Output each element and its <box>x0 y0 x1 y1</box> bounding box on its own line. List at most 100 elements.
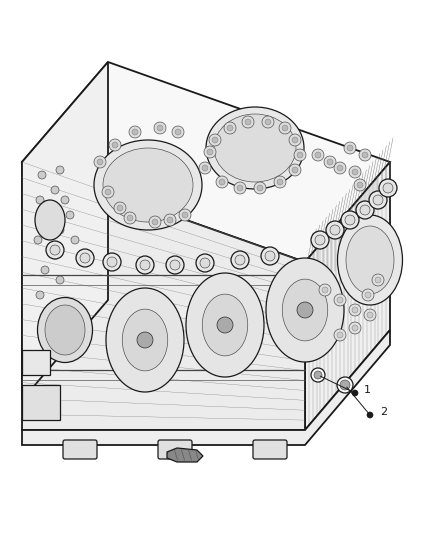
Circle shape <box>231 251 249 269</box>
Circle shape <box>66 211 74 219</box>
Circle shape <box>71 236 79 244</box>
Circle shape <box>315 235 325 245</box>
Circle shape <box>51 251 59 259</box>
Circle shape <box>357 182 363 188</box>
Circle shape <box>157 125 163 131</box>
Circle shape <box>242 116 254 128</box>
Circle shape <box>257 185 263 191</box>
Circle shape <box>362 152 368 158</box>
Circle shape <box>140 260 150 270</box>
Circle shape <box>282 125 288 131</box>
Circle shape <box>375 277 381 283</box>
Circle shape <box>344 142 356 154</box>
Circle shape <box>172 126 184 138</box>
Ellipse shape <box>346 226 394 294</box>
Circle shape <box>367 412 373 418</box>
Circle shape <box>107 257 117 267</box>
Circle shape <box>337 332 343 338</box>
Circle shape <box>103 253 121 271</box>
Circle shape <box>337 377 353 393</box>
Circle shape <box>289 164 301 176</box>
Circle shape <box>175 129 181 135</box>
Circle shape <box>34 236 42 244</box>
Circle shape <box>322 287 328 293</box>
Circle shape <box>337 297 343 303</box>
Circle shape <box>319 284 331 296</box>
Circle shape <box>367 312 373 318</box>
Circle shape <box>61 196 69 204</box>
Ellipse shape <box>282 279 328 341</box>
Circle shape <box>109 139 121 151</box>
Circle shape <box>102 186 114 198</box>
Circle shape <box>326 221 344 239</box>
Circle shape <box>311 231 329 249</box>
Circle shape <box>202 165 208 171</box>
Circle shape <box>312 149 324 161</box>
Circle shape <box>207 149 213 155</box>
Circle shape <box>262 116 274 128</box>
Circle shape <box>265 251 275 261</box>
Ellipse shape <box>103 148 193 222</box>
Polygon shape <box>22 350 50 375</box>
Polygon shape <box>22 330 390 445</box>
Circle shape <box>261 247 279 265</box>
Circle shape <box>41 266 49 274</box>
Circle shape <box>209 134 221 146</box>
Circle shape <box>50 245 60 255</box>
Circle shape <box>314 371 322 379</box>
Polygon shape <box>22 385 60 420</box>
Circle shape <box>360 205 370 215</box>
Circle shape <box>383 183 393 193</box>
Circle shape <box>347 145 353 151</box>
Circle shape <box>349 304 361 316</box>
Circle shape <box>38 171 46 179</box>
Circle shape <box>41 214 49 222</box>
Circle shape <box>36 291 44 299</box>
Circle shape <box>219 179 225 185</box>
Circle shape <box>379 179 397 197</box>
Circle shape <box>235 255 245 265</box>
Circle shape <box>352 390 358 396</box>
Circle shape <box>167 217 173 223</box>
Circle shape <box>124 212 136 224</box>
Circle shape <box>279 122 291 134</box>
Circle shape <box>154 122 166 134</box>
Circle shape <box>292 167 298 173</box>
Ellipse shape <box>214 114 296 182</box>
Circle shape <box>237 185 243 191</box>
Circle shape <box>362 289 374 301</box>
Circle shape <box>129 126 141 138</box>
Circle shape <box>114 202 126 214</box>
Circle shape <box>136 256 154 274</box>
Circle shape <box>224 122 236 134</box>
Circle shape <box>354 179 366 191</box>
Circle shape <box>365 292 371 298</box>
Circle shape <box>334 294 346 306</box>
Circle shape <box>170 260 180 270</box>
Circle shape <box>265 119 271 125</box>
Circle shape <box>254 182 266 194</box>
Circle shape <box>337 165 343 171</box>
Circle shape <box>364 309 376 321</box>
Circle shape <box>204 146 216 158</box>
Polygon shape <box>305 162 390 430</box>
Circle shape <box>311 368 325 382</box>
Circle shape <box>315 152 321 158</box>
Circle shape <box>349 166 361 178</box>
Circle shape <box>182 212 188 218</box>
Ellipse shape <box>186 273 264 377</box>
Circle shape <box>76 249 94 267</box>
Circle shape <box>94 156 106 168</box>
Circle shape <box>51 306 59 314</box>
Circle shape <box>152 219 158 225</box>
Ellipse shape <box>94 140 202 230</box>
Circle shape <box>166 256 184 274</box>
Circle shape <box>164 214 176 226</box>
Circle shape <box>117 205 123 211</box>
Circle shape <box>334 162 346 174</box>
Circle shape <box>352 307 358 313</box>
Circle shape <box>56 166 64 174</box>
Circle shape <box>292 137 298 143</box>
Circle shape <box>334 329 346 341</box>
Circle shape <box>56 276 64 284</box>
